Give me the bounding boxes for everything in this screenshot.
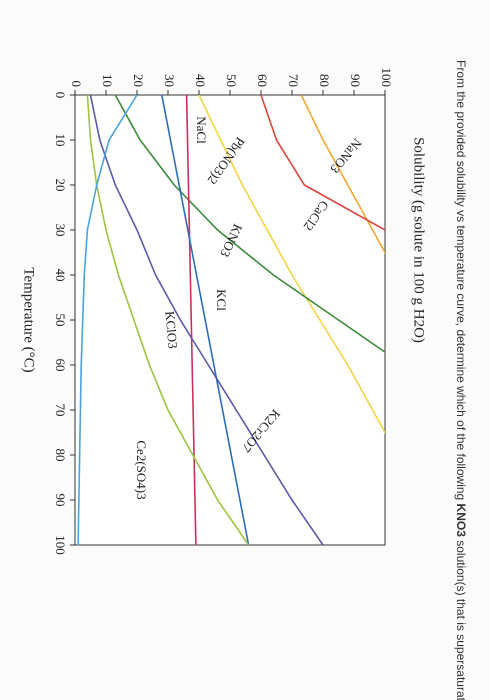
y-tick-label: 90 [348,74,363,87]
x-tick-label: 40 [53,269,68,282]
curve [185,95,197,545]
curve-label: KClO3 [162,311,180,350]
curve [77,95,138,545]
curves [77,95,385,545]
y-tick-label: 30 [162,74,177,87]
curve [300,95,385,276]
x-tick-label: 80 [53,449,68,462]
y-tick-label: 70 [286,74,301,87]
y-tick-label: 60 [255,74,270,87]
y-tick-label: 50 [224,74,239,87]
x-tick-label: 100 [53,535,68,555]
chart-title: Solubility (g solute in 100 g H2O) [411,137,427,343]
curve [260,95,385,231]
curve [198,95,385,456]
y-tick-label: 40 [193,74,208,87]
y-tick-label: 100 [379,68,394,88]
y-tick-label: 10 [100,74,115,87]
x-tick-label: 50 [53,314,68,327]
x-tick-label: 60 [53,359,68,372]
x-axis-label: Temperature (°C) [21,267,37,372]
question: From the provided solubility vs temperat… [454,60,468,700]
y-tick-label: 0 [69,81,84,88]
y-tick-label: 80 [317,74,332,87]
curve [86,95,250,545]
curve-label: KCl [214,289,229,311]
x-tick-label: 10 [53,134,68,147]
x-tick-label: 90 [53,494,68,507]
curve [114,95,385,366]
curve-label: NaCl [194,116,209,144]
y-tick-label: 20 [131,74,146,87]
x-tick-label: 20 [53,179,68,192]
question-bold: KNO3 [454,504,468,538]
question-text: From the provided solubility vs temperat… [454,60,468,504]
x-tick-label: 30 [53,224,68,237]
curve [89,95,324,545]
x-tick-label: 0 [53,92,68,99]
curve-label: Ce2(SO4)3 [134,440,149,499]
question-text: solution(s) that is supersaturated? [454,537,468,700]
curve [161,95,250,545]
x-tick-label: 70 [53,404,68,417]
